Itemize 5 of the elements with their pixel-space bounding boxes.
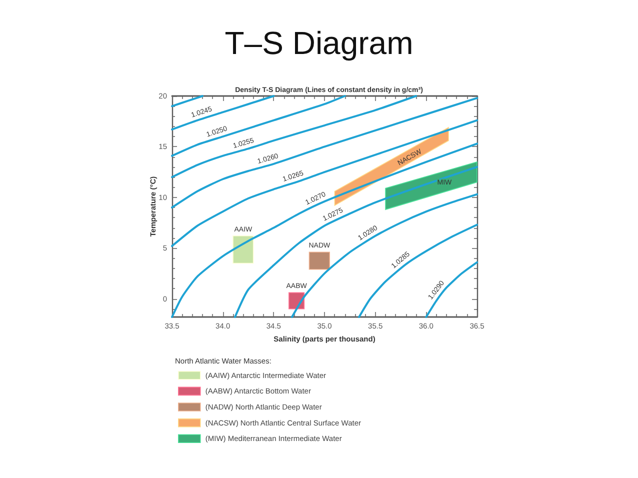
line-series bbox=[358, 224, 478, 318]
chart-title: T–S Diagram bbox=[224, 25, 414, 61]
line-series bbox=[425, 261, 478, 318]
line-series bbox=[171, 119, 478, 248]
line-series bbox=[234, 166, 478, 318]
